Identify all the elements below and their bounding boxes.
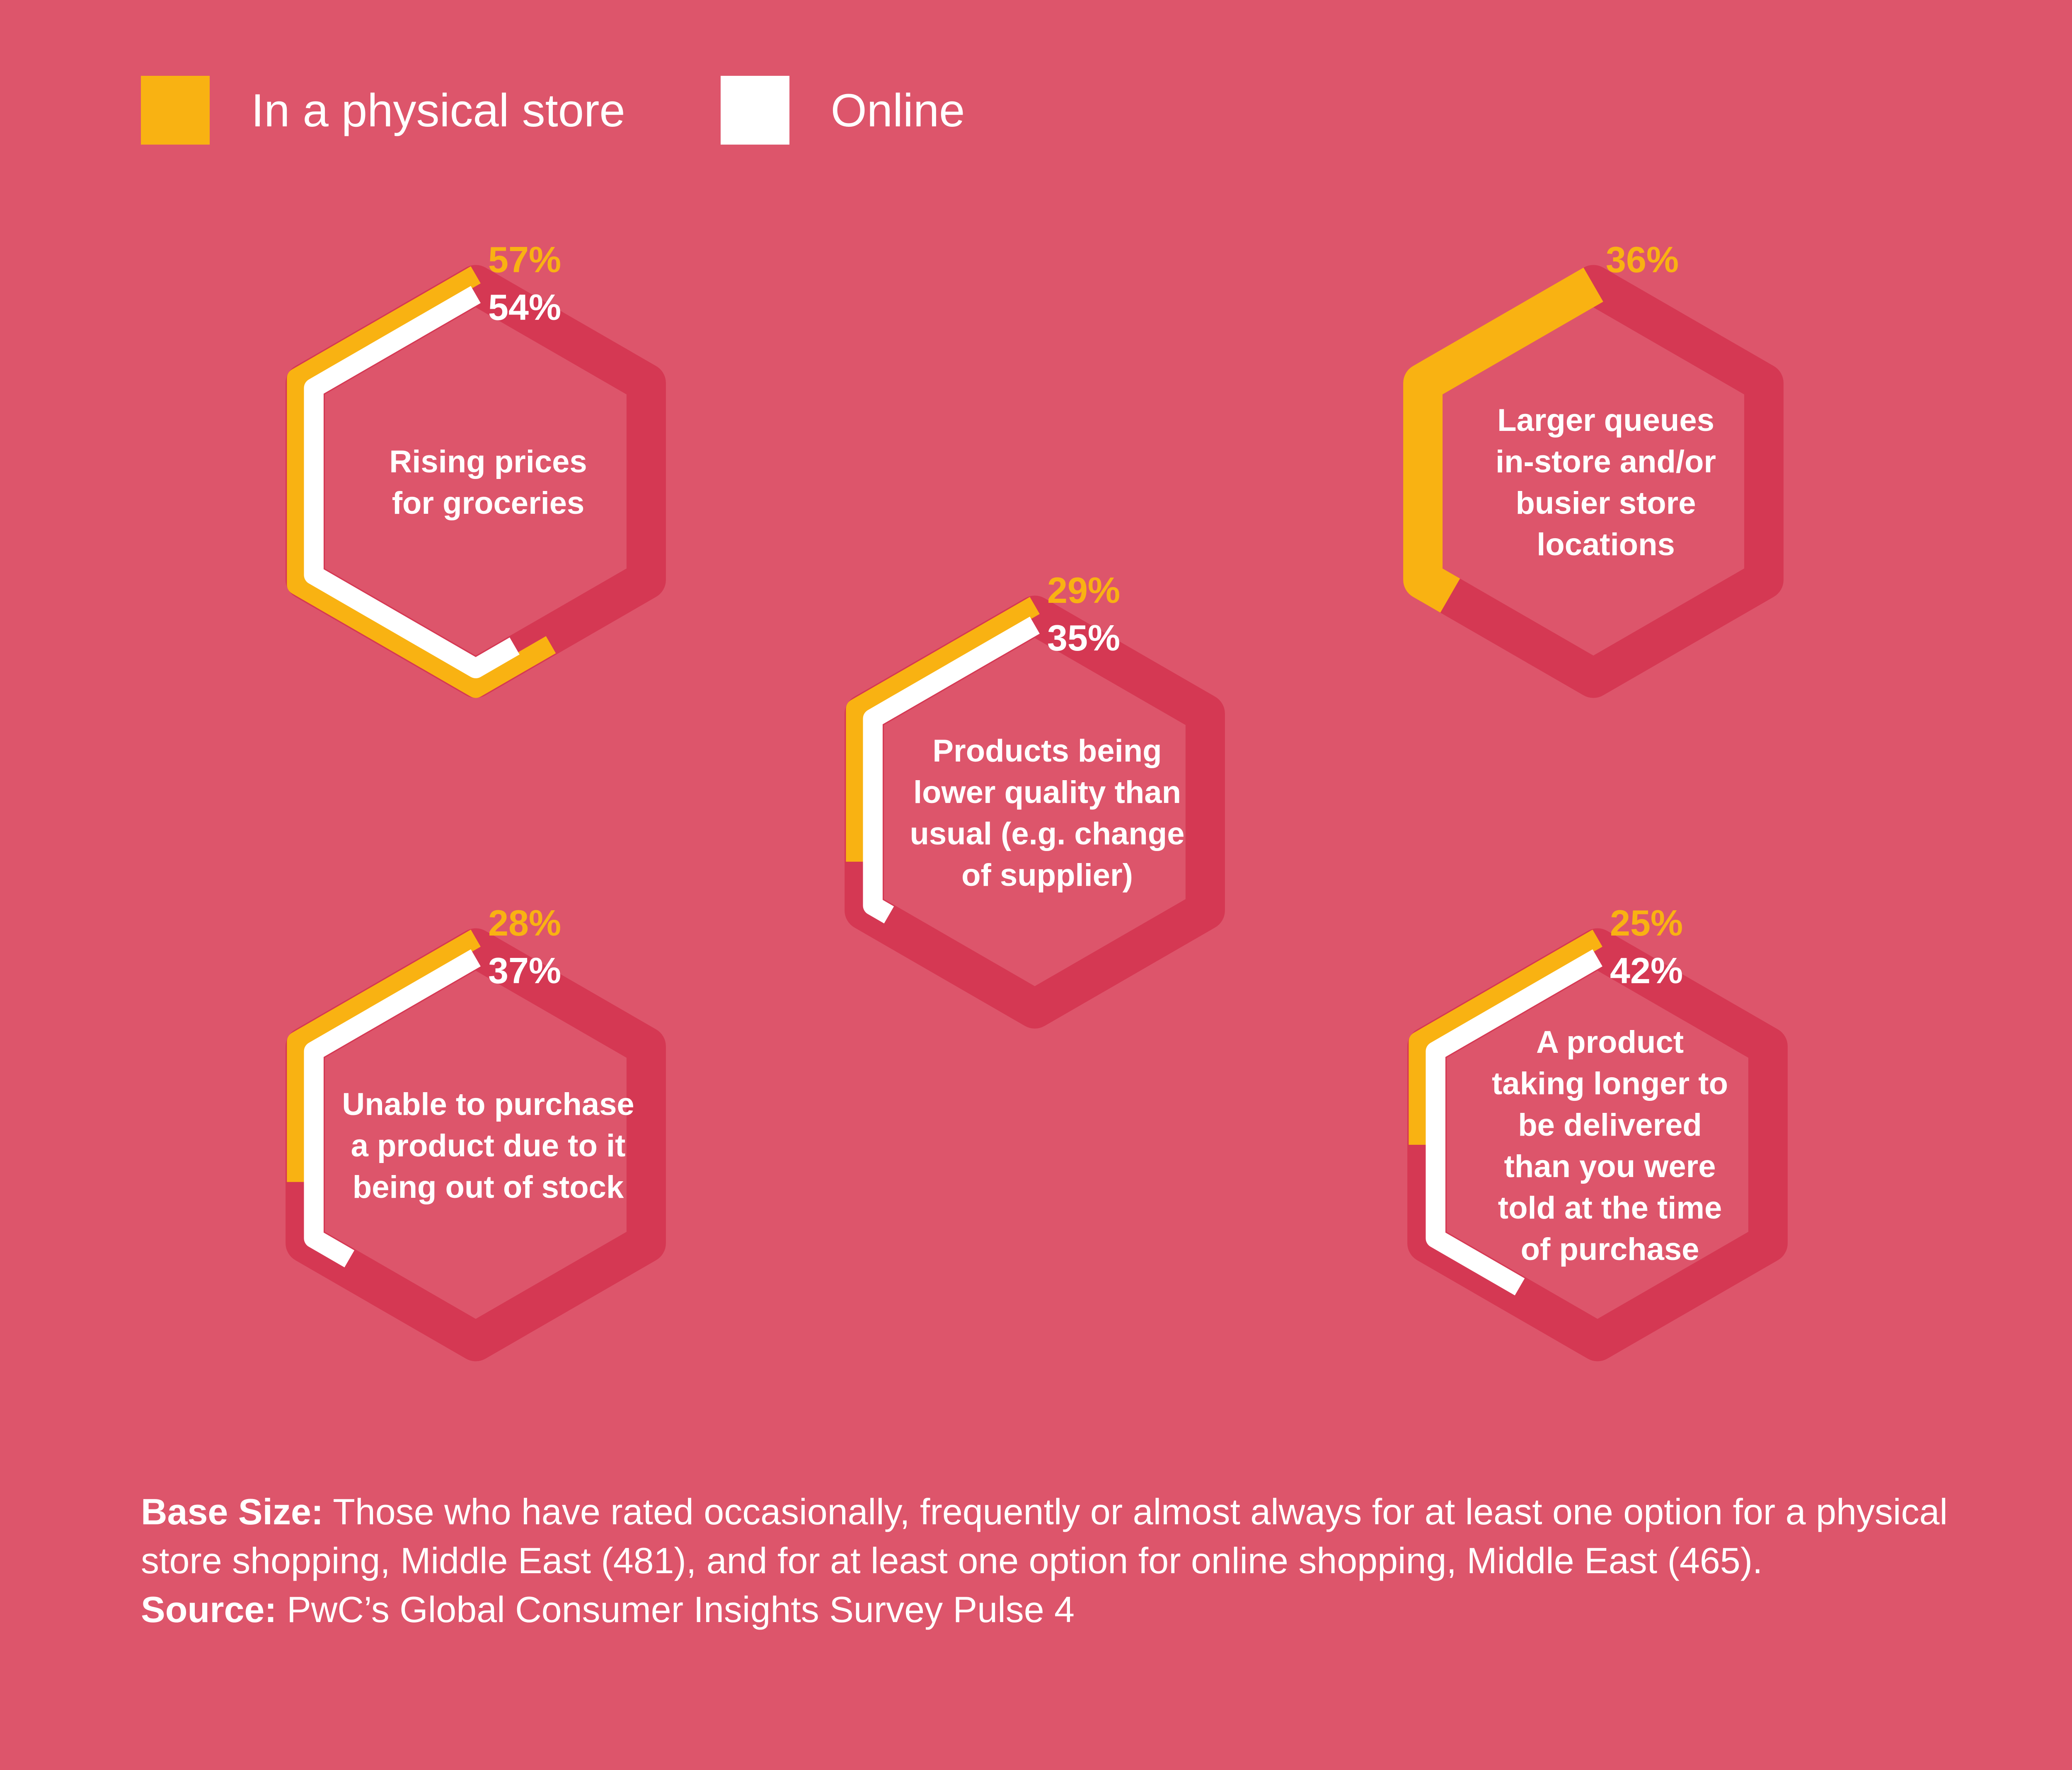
category-label-line: than you were [1504,1149,1716,1184]
category-label-line: A product [1536,1025,1684,1060]
base-size-text: Those who have rated occasionally, frequ… [141,1491,1948,1581]
category-label: Unable to purchase a product due to it bei… [342,1087,634,1205]
store-percent-label: 29% [1047,570,1120,611]
legend-item-online: Online [720,76,965,145]
online-percent-label: 54% [488,287,561,328]
category-label-line: being out of stock [353,1170,624,1205]
category-label-line: Unable to purchase [342,1087,634,1122]
category-label-line: of purchase [1521,1232,1699,1267]
store-arc [1409,929,1602,1145]
online-percent-label: 37% [488,950,561,991]
category-label-line: taking longer to [1492,1066,1728,1101]
category-label-line: usual (e.g. change [910,816,1184,851]
online-arc [1426,949,1602,1296]
hex-chart-5: 25% 42% A product taking longer to be delive… [1407,902,1788,1361]
online-percent-label: 35% [1047,617,1120,658]
store-arc [287,266,556,698]
category-label-line: be delivered [1518,1107,1702,1143]
category-label-line: for groceries [392,486,585,521]
category-label: Products being lower quality than usual (e… [910,733,1184,893]
legend: In a physical store Online [141,76,1060,145]
category-label-line: in-store and/or [1496,444,1716,479]
category-label-line: locations [1537,527,1675,562]
source-text: PwC’s Global Consumer Insights Survey Pu… [276,1589,1075,1630]
category-label-line: Rising prices [389,444,587,479]
online-arc [304,286,520,679]
category-label-line: of supplier) [961,858,1133,893]
online-percent-label: 42% [1610,950,1683,991]
category-label: Rising prices for groceries [389,444,587,521]
source-label: Source: [141,1589,277,1630]
store-percent-label: 28% [488,902,561,943]
hex-chart-2: 29% 35% Products being lower quality than us… [845,570,1225,1029]
hexagon-charts: 57% 54% Rising prices for groceries 29% 35% Pr… [286,239,1788,1361]
hex-chart-4: 28% 37% Unable to purchase a product due to… [286,902,666,1361]
footnote: Base Size: Those who have rated occasion… [141,1487,1964,1634]
category-label-line: a product due to it [351,1128,626,1163]
hex-chart-1: 57% 54% Rising prices for groceries [286,239,666,698]
base-size-note: Base Size: Those who have rated occasion… [141,1487,1964,1585]
category-label: Larger queues in-store and/or busier store… [1496,403,1716,562]
online-arc [304,949,481,1267]
category-label-line: Larger queues [1497,403,1714,438]
category-label-line: busier store [1515,486,1696,521]
legend-item-store: In a physical store [141,76,625,145]
category-label-line: told at the time [1498,1190,1722,1226]
hex-chart-3: 36% Larger queues in-store and/or busier st… [1403,239,1784,698]
category-label-line: Products being [932,733,1162,769]
legend-label-online: Online [830,84,965,136]
base-size-label: Base Size: [141,1491,324,1532]
source-note: Source: PwC’s Global Consumer Insights S… [141,1585,1964,1634]
legend-label-store: In a physical store [251,84,625,136]
store-arc [846,597,1040,862]
legend-swatch-store [141,76,210,145]
store-arc [287,929,481,1182]
store-percent-label: 57% [488,239,561,280]
legend-swatch-online [720,76,789,145]
category-label-line: lower quality than [913,775,1181,810]
store-arc [1403,267,1603,613]
online-arc [863,617,1040,924]
store-percent-label: 25% [1610,902,1683,943]
store-percent-label: 36% [1606,239,1679,280]
category-label: A product taking longer to be delivered tha… [1492,1025,1728,1267]
